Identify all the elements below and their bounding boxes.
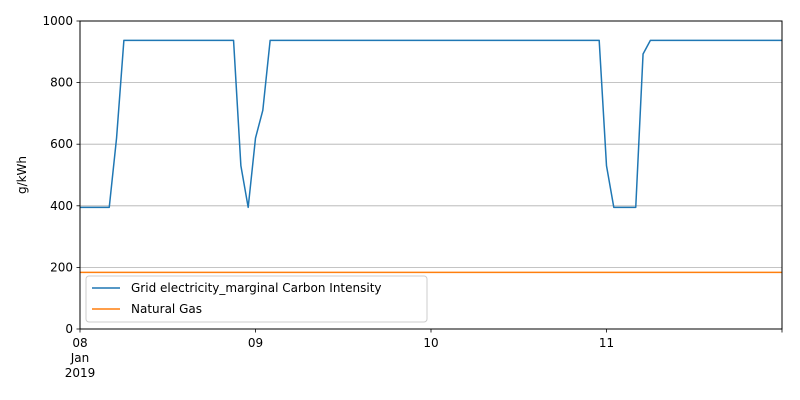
legend-label-natural-gas: Natural Gas [131,302,202,316]
legend-label-grid-electricity: Grid electricity_marginal Carbon Intensi… [131,281,382,295]
y-tick-label: 800 [50,76,73,90]
y-tick-label: 200 [50,260,73,274]
x-tick-label: 09 [248,336,263,350]
series-lines [80,39,782,274]
y-axis: 0 200 400 600 800 1000 [42,14,80,336]
legend-box [85,275,428,323]
y-axis-label: g/kWh [15,156,29,194]
y-tick-label: 1000 [42,14,73,28]
x-axis: 08 Jan 2019 09 10 11 [65,329,783,380]
y-tick-label: 600 [50,137,73,151]
legend: Grid electricity_marginal Carbon Intensi… [85,275,428,323]
x-tick-label: 11 [599,336,614,350]
y-tick-label: 0 [65,322,73,336]
series-line-0 [80,39,782,209]
x-tick-label: 08 Jan 2019 [65,336,96,380]
x-tick-label: 10 [423,336,438,350]
grid [80,82,782,268]
y-tick-label: 400 [50,199,73,213]
